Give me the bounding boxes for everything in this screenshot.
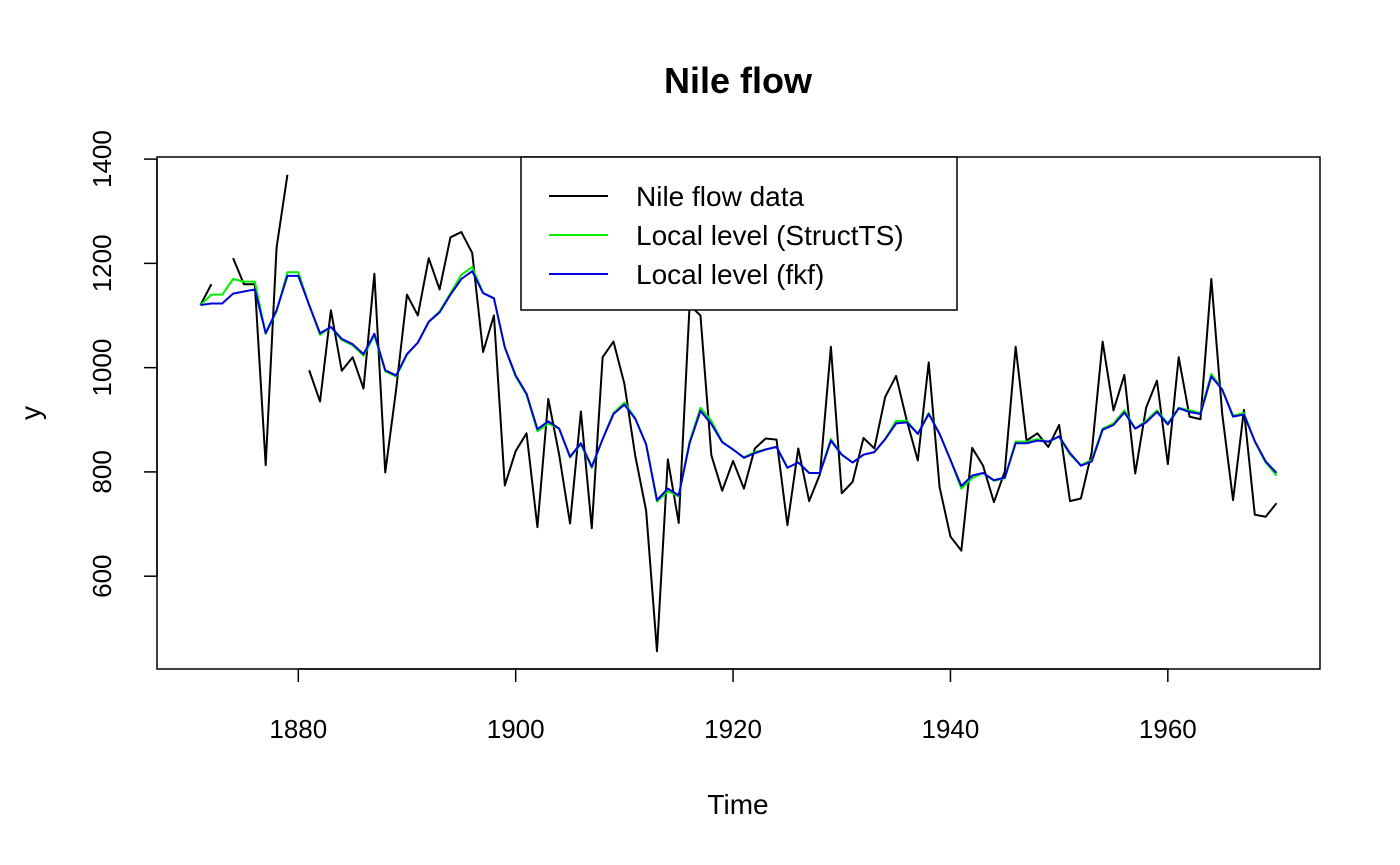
x-tick-label: 1920: [704, 714, 762, 744]
legend-entry: Local level (StructTS): [549, 220, 904, 251]
series-line: [199, 174, 1278, 653]
x-tick-label: 1900: [487, 714, 545, 744]
y-tick-label: 1000: [87, 339, 117, 397]
y-axis-label: y: [15, 406, 46, 420]
legend-entry: Local level (fkf): [549, 259, 824, 290]
legend-entry: Nile flow data: [549, 181, 805, 212]
legend-label: Nile flow data: [636, 181, 805, 212]
x-tick-label: 1960: [1139, 714, 1197, 744]
legend: Nile flow data Local level (StructTS) Loca…: [520, 156, 958, 311]
series-line: [200, 270, 1278, 502]
legend-entries: Nile flow data Local level (StructTS) Loca…: [549, 181, 904, 290]
y-tick-label: 1400: [87, 130, 117, 188]
y-axis: 600 800 1000 1200 1400: [87, 130, 158, 598]
series-layer: [199, 174, 1278, 653]
legend-box: [520, 156, 958, 311]
legend-label: Local level (StructTS): [636, 220, 904, 251]
x-tick-label: 1880: [269, 714, 327, 744]
series-2: [200, 270, 1278, 502]
series-0: [199, 174, 1278, 653]
legend-label: Local level (fkf): [636, 259, 824, 290]
y-tick-label: 600: [87, 554, 117, 597]
x-tick-label: 1940: [922, 714, 980, 744]
chart-title: Nile flow: [664, 60, 813, 101]
x-axis: 1880 1900 1920 1940 1960: [269, 668, 1197, 744]
x-axis-label: Time: [707, 789, 768, 820]
y-tick-label: 800: [87, 450, 117, 493]
y-tick-label: 1200: [87, 234, 117, 292]
